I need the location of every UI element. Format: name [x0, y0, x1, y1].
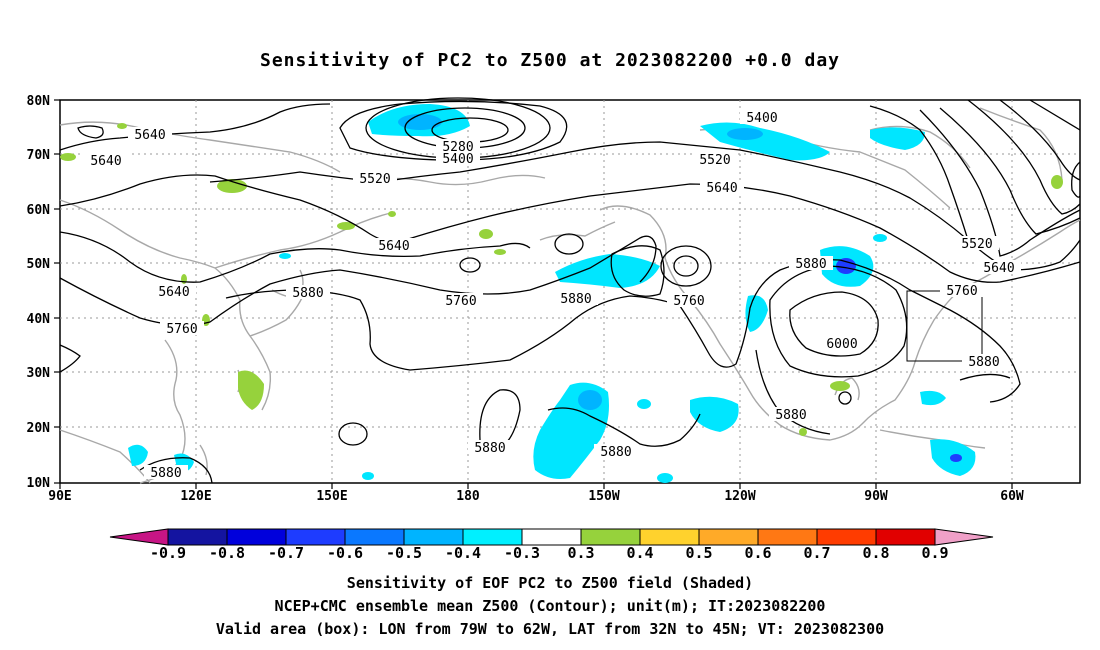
sensitivity-shading — [60, 104, 1063, 483]
lat-tick: 20N — [27, 421, 51, 436]
colorbar-bin — [521, 528, 582, 546]
contour-labels: 5640 5640 5280 5400 5520 5400 5520 5640 … — [84, 110, 1021, 481]
colorbar-label: -0.7 — [268, 544, 304, 562]
colorbar: -0.9 -0.8 -0.7 -0.6 -0.5 -0.4 -0.3 0.3 0… — [109, 528, 994, 562]
colorbar-bin — [875, 528, 936, 546]
colorbar-label: -0.8 — [209, 544, 245, 562]
contour-label: 5400 — [746, 111, 777, 126]
colorbar-end-right — [934, 528, 994, 546]
caption-shading: Sensitivity of EOF PC2 to Z500 field (Sh… — [346, 574, 754, 592]
lat-tick: 40N — [27, 312, 51, 327]
colorbar-end-left — [109, 528, 169, 546]
colorbar-label: -0.4 — [445, 544, 481, 562]
chart-title: Sensitivity of PC2 to Z500 at 2023082200… — [259, 50, 840, 71]
contour-label: 5760 — [673, 294, 704, 309]
colorbar-bin — [403, 528, 464, 546]
contour-label: 6000 — [826, 337, 857, 352]
lon-tick: 120W — [724, 489, 755, 504]
colorbar-label: 0.5 — [685, 544, 712, 562]
contour-label: 5880 — [968, 355, 999, 370]
lon-tick: 60W — [1000, 489, 1024, 504]
colorbar-bin — [285, 528, 346, 546]
colorbar-bin — [639, 528, 700, 546]
lat-tick: 10N — [27, 476, 51, 491]
colorbar-bin — [344, 528, 405, 546]
longitude-labels: 90E 120E 150E 180 150W 120W 90W 60W — [48, 489, 1024, 504]
colorbar-label: 0.7 — [803, 544, 830, 562]
latitude-labels: 80N 70N 60N 50N 40N 30N 20N 10N — [27, 94, 51, 491]
lat-tick: 30N — [27, 366, 51, 381]
colorbar-label: -0.6 — [327, 544, 363, 562]
lon-tick: 120E — [180, 489, 211, 504]
contour-label: 5520 — [699, 153, 730, 168]
colorbar-bin — [167, 528, 228, 546]
colorbar-bin — [816, 528, 877, 546]
contour-label: 5880 — [775, 408, 806, 423]
colorbar-label: 0.6 — [744, 544, 771, 562]
caption-valid-area: Valid area (box): LON from 79W to 62W, L… — [215, 620, 885, 638]
map-panel: 5640 5640 5280 5400 5520 5400 5520 5640 … — [27, 94, 1081, 504]
contour-label: 5640 — [158, 285, 189, 300]
caption-contour: NCEP+CMC ensemble mean Z500 (Contour); u… — [274, 597, 826, 615]
colorbar-label: -0.3 — [504, 544, 540, 562]
contour-label: 5760 — [445, 294, 476, 309]
contour-label: 5880 — [560, 292, 591, 307]
axis-ticks — [54, 99, 1013, 489]
lon-tick: 150W — [588, 489, 619, 504]
lon-tick: 90E — [48, 489, 71, 504]
lat-tick: 80N — [27, 94, 51, 109]
colorbar-bin — [462, 528, 523, 546]
contour-label: 5760 — [166, 322, 197, 337]
contour-label: 5520 — [961, 237, 992, 252]
contour-label: 5640 — [134, 128, 165, 143]
colorbar-labels: -0.9 -0.8 -0.7 -0.6 -0.5 -0.4 -0.3 0.3 0… — [150, 544, 949, 562]
contour-label: 5880 — [150, 466, 181, 481]
contour-label: 5640 — [378, 239, 409, 254]
lon-tick: 180 — [456, 489, 480, 504]
colorbar-bin — [226, 528, 287, 546]
contour-label: 5880 — [474, 441, 505, 456]
colorbar-bin — [757, 528, 818, 546]
colorbar-label: 0.4 — [626, 544, 653, 562]
colorbar-bin — [698, 528, 759, 546]
contour-label: 5520 — [359, 172, 390, 187]
contour-label: 5880 — [292, 286, 323, 301]
contour-label: 5760 — [946, 284, 977, 299]
contour-label: 5400 — [442, 152, 473, 167]
colorbar-label: -0.5 — [386, 544, 422, 562]
lon-tick: 150E — [316, 489, 347, 504]
contour-label: 5880 — [795, 257, 826, 272]
colorbar-label: 0.3 — [567, 544, 594, 562]
colorbar-label: 0.8 — [862, 544, 889, 562]
lat-tick: 50N — [27, 257, 51, 272]
lat-tick: 60N — [27, 203, 51, 218]
contour-label: 5880 — [600, 445, 631, 460]
contour-label: 5640 — [706, 181, 737, 196]
colorbar-label: 0.9 — [921, 544, 948, 562]
colorbar-bin — [580, 528, 641, 546]
lon-tick: 90W — [864, 489, 888, 504]
lat-tick: 70N — [27, 148, 51, 163]
contour-label: 5640 — [90, 154, 121, 169]
contour-label: 5640 — [983, 261, 1014, 276]
colorbar-label: -0.9 — [150, 544, 186, 562]
